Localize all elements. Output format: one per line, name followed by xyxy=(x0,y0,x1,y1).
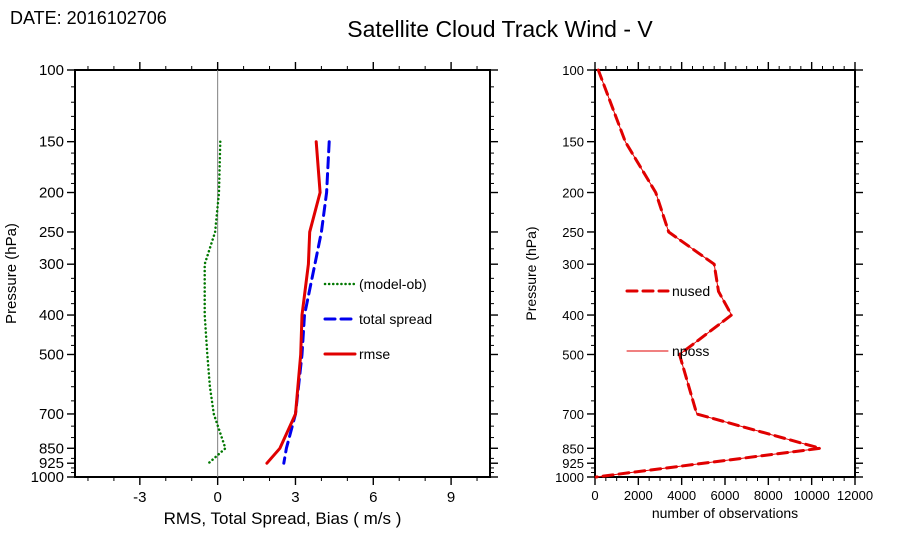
x-tick-label: 12000 xyxy=(837,488,873,503)
x-tick-label: 6000 xyxy=(711,488,740,503)
date-label: DATE: 2016102706 xyxy=(10,8,167,28)
y-tick-label: 1000 xyxy=(555,470,584,485)
series-rmse xyxy=(265,140,322,465)
x-tick-label: 10000 xyxy=(794,488,830,503)
y-tick-label: 300 xyxy=(39,256,64,273)
y-tick-label: 400 xyxy=(39,307,64,324)
x-tick-label: 9 xyxy=(447,489,455,506)
legend-label-rmse: rmse xyxy=(359,346,390,362)
y-tick-label: 925 xyxy=(562,456,584,471)
series-group xyxy=(594,68,822,479)
y-axis-label: Pressure (hPa) xyxy=(523,226,539,320)
right-panel-observation-counts: 0 2000 4000 6000 8000 10000 12000 100 150 200 250 3… xyxy=(523,62,873,521)
left-panel-rms-spread-bias: -3 0 3 6 9 100 150 200 250 300 400 500 700 8509251000… xyxy=(3,62,498,528)
y-tick-label: 150 xyxy=(562,135,584,150)
y-tick-label: 1000 xyxy=(31,469,64,486)
y-tick-label: 925 xyxy=(39,455,64,472)
figure-title: Satellite Cloud Track Wind - V xyxy=(347,16,653,42)
x-tick-label: -3 xyxy=(133,489,146,506)
y-tick-label: 300 xyxy=(562,257,584,272)
y-tick-label: 850 xyxy=(562,441,584,456)
y-tick-label: 700 xyxy=(39,406,64,423)
y-tick-label: 100 xyxy=(39,62,64,79)
x-tick-label: 2000 xyxy=(624,488,653,503)
legend-label-nposs: nposs xyxy=(672,343,709,359)
y-tick-label: 700 xyxy=(562,407,584,422)
x-tick-label: 0 xyxy=(213,489,221,506)
series-group xyxy=(203,140,331,465)
x-tick-label: 6 xyxy=(369,489,377,506)
series-nused xyxy=(594,68,822,479)
y-tick-label: 200 xyxy=(39,185,64,202)
x-axis-label: number of observations xyxy=(652,505,798,521)
y-tick-label: 250 xyxy=(562,225,584,240)
y-tick-label: 200 xyxy=(562,186,584,201)
x-tick-label: 8000 xyxy=(754,488,783,503)
y-tick-label: 250 xyxy=(39,224,64,241)
series-total-spread xyxy=(282,140,331,465)
x-tick-label: 0 xyxy=(591,488,598,503)
legend-label-nused: nused xyxy=(672,283,710,299)
axes-frame xyxy=(67,62,498,485)
y-tick-label: 500 xyxy=(562,347,584,362)
y-tick-label: 400 xyxy=(562,308,584,323)
axes-frame xyxy=(587,62,863,485)
y-tick-label: 100 xyxy=(562,63,584,78)
x-tick-label: 4000 xyxy=(667,488,696,503)
legend: nused nposs xyxy=(625,283,710,359)
series--model-ob- xyxy=(203,140,227,465)
legend: (model-ob) total spread rmse xyxy=(323,276,432,362)
legend-label--model-ob-: (model-ob) xyxy=(359,276,427,292)
legend-label-total-spread: total spread xyxy=(359,311,432,327)
y-tick-label: 500 xyxy=(39,346,64,363)
y-tick-label: 850 xyxy=(39,440,64,457)
y-tick-label: 150 xyxy=(39,134,64,151)
tick-labels: 0 2000 4000 6000 8000 10000 12000 100 150 200 250 3… xyxy=(555,63,873,503)
x-axis-label: RMS, Total Spread, Bias ( m/s ) xyxy=(164,509,402,528)
x-tick-label: 3 xyxy=(291,489,299,506)
y-axis-label: Pressure (hPa) xyxy=(3,223,20,324)
